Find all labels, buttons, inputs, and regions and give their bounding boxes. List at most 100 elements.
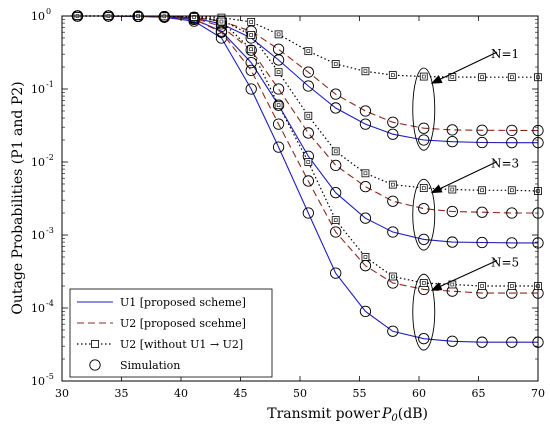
- data-point-circle: [359, 118, 372, 130]
- y-tick-exponent: -4: [46, 299, 54, 308]
- x-tick-label: 35: [115, 387, 129, 400]
- group-ellipses: [412, 67, 436, 351]
- data-point-circle: [359, 305, 372, 317]
- y-tick-label: 10: [31, 156, 45, 169]
- data-point-square-inner: [450, 187, 455, 192]
- annotation-label: N=5: [491, 256, 519, 270]
- y-tick-exponent: -1: [46, 80, 54, 89]
- data-point-square-inner: [480, 188, 484, 193]
- data-point-circle: [418, 122, 430, 134]
- data-point-square: [388, 180, 397, 189]
- data-point-square-inner: [480, 75, 484, 80]
- data-point-circle: [418, 233, 430, 246]
- data-point-circle: [506, 237, 518, 249]
- data-point-square: [419, 72, 428, 81]
- data-point-square-inner: [421, 186, 426, 190]
- data-point-square-inner: [391, 274, 395, 279]
- data-point-square: [419, 279, 428, 287]
- data-point-circle: [215, 26, 228, 38]
- data-point-circle: [418, 134, 430, 146]
- data-point-square-inner: [510, 284, 514, 288]
- data-point-square-inner: [363, 69, 368, 74]
- data-point-square: [331, 216, 340, 224]
- x-tick-label: 60: [412, 387, 426, 400]
- data-point-square: [247, 31, 256, 39]
- data-point-circle: [418, 202, 430, 215]
- data-point-square-inner: [333, 149, 338, 154]
- data-point-square: [419, 184, 428, 192]
- x-tick-label: 40: [174, 387, 188, 400]
- data-point-square: [478, 73, 486, 82]
- data-point-circle: [506, 207, 518, 219]
- data-point-circle: [272, 141, 285, 153]
- data-point-circle: [272, 43, 285, 55]
- legend-label: U1 [proposed scheme]: [120, 296, 246, 309]
- data-point-square-inner: [480, 284, 484, 288]
- data-point-circle: [302, 66, 314, 78]
- x-tick-label: 55: [353, 387, 367, 400]
- data-point-square-inner: [249, 33, 254, 37]
- y-tick-label: 10: [31, 83, 45, 96]
- legend-label: U2 [proposed scehme]: [120, 317, 246, 330]
- x-axis-label-symbol: P0(dB): [381, 406, 428, 424]
- data-point-square: [304, 47, 313, 56]
- data-point-circle: [330, 267, 342, 279]
- data-point-circle: [302, 207, 314, 219]
- series-line-u2w-N1: [77, 15, 538, 78]
- data-point-square: [247, 45, 256, 54]
- data-point-circle: [446, 136, 458, 148]
- data-point-circle: [330, 102, 342, 114]
- data-point-circle: [330, 226, 342, 238]
- data-point-square: [507, 73, 516, 82]
- data-point-square: [304, 111, 313, 120]
- legend-label: U2 [without U1 → U2]: [120, 338, 243, 351]
- x-tick-label: 70: [531, 387, 545, 400]
- y-tick-label: 10: [31, 229, 45, 242]
- data-point-square: [478, 186, 486, 195]
- legend-swatch-square: [91, 340, 99, 348]
- x-axis-ticks: 30 35 40 45 50 55 60 65 70: [55, 16, 545, 400]
- y-tick-label: 10: [31, 375, 45, 388]
- data-point-circle: [387, 195, 399, 207]
- data-point-square: [388, 272, 397, 281]
- data-point-square-inner: [306, 160, 311, 164]
- data-point-square: [478, 282, 486, 290]
- data-point-square: [361, 67, 370, 76]
- y-tick-exponent: -3: [46, 226, 54, 235]
- data-point-circle: [330, 187, 342, 199]
- data-point-square-inner: [276, 103, 281, 107]
- data-point-circle: [506, 137, 518, 149]
- legend-entries: U1 [proposed scheme] U2 [proposed scehme]…: [77, 296, 246, 372]
- data-point-circle: [272, 83, 285, 95]
- data-point-circle: [387, 226, 399, 238]
- data-point-circle: [245, 44, 257, 56]
- data-point-square-inner: [192, 15, 196, 19]
- legend: U1 [proposed scheme] U2 [proposed scehme]…: [69, 288, 273, 378]
- data-point-circle: [418, 333, 430, 345]
- data-point-square: [361, 169, 370, 178]
- data-point-square: [507, 186, 516, 195]
- data-point-square-inner: [450, 282, 455, 287]
- data-point-circle: [476, 206, 488, 218]
- data-point-circle: [359, 180, 372, 193]
- data-point-circle: [272, 118, 285, 130]
- y-tick-exponent: -2: [46, 153, 54, 162]
- annotations: N=1 N=3 N=5: [430, 47, 519, 291]
- data-point-square-inner: [306, 113, 311, 118]
- data-point-square: [388, 71, 397, 80]
- data-point-square-inner: [450, 75, 455, 79]
- data-point-circle: [476, 124, 488, 136]
- data-point-circle: [476, 336, 488, 348]
- data-point-circle: [359, 105, 372, 117]
- data-point-square-inner: [510, 75, 514, 80]
- data-point-square: [507, 282, 516, 290]
- data-point-square-inner: [219, 19, 224, 24]
- data-point-circle: [476, 136, 488, 149]
- data-point-circle: [446, 335, 458, 347]
- data-point-square-inner: [333, 62, 338, 66]
- x-tick-label: 65: [472, 387, 486, 400]
- x-tick-label: 30: [55, 387, 69, 400]
- data-point-square-inner: [249, 20, 254, 24]
- series-line-u2-N5: [77, 15, 538, 294]
- data-point-square-inner: [510, 188, 514, 193]
